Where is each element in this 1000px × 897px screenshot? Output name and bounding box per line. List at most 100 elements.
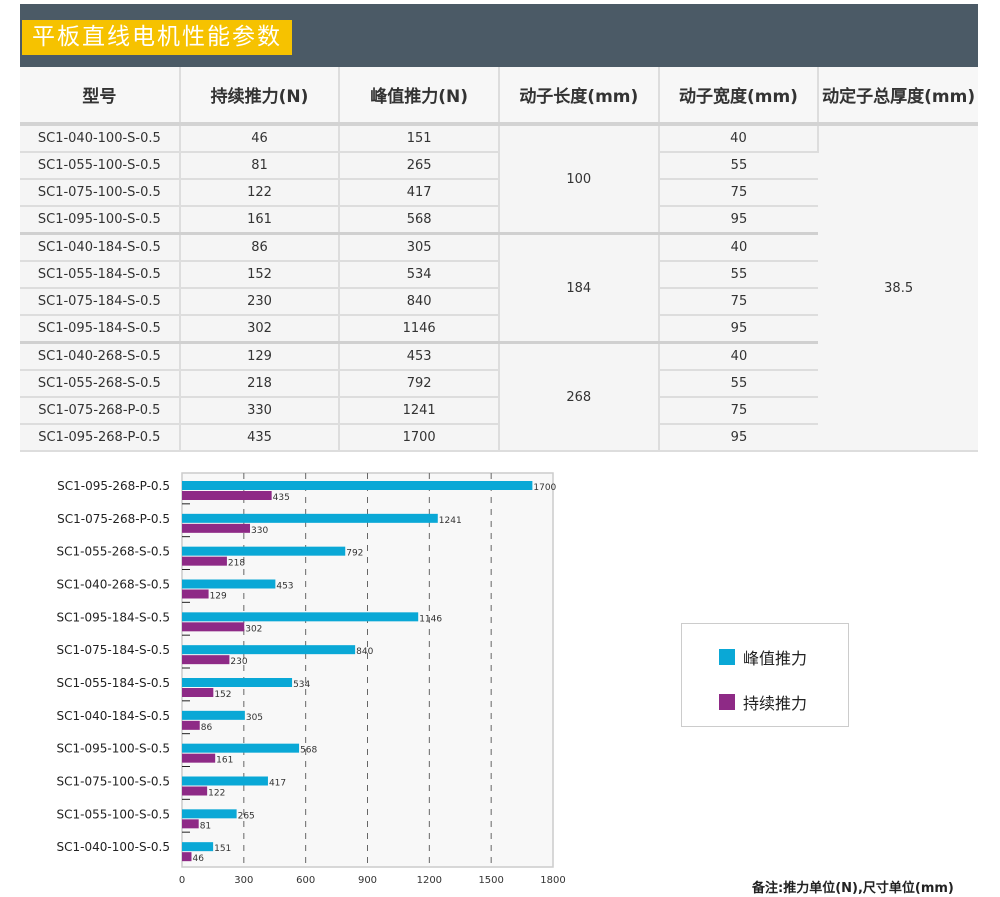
table-cell: 1241 — [339, 397, 500, 425]
table-cell: SC1-095-184-S-0.5 — [20, 315, 181, 344]
bar-peak — [182, 546, 346, 556]
legend-label: 峰值推力 — [743, 649, 808, 668]
bar-continuous — [182, 655, 230, 665]
category-label: SC1-095-184-S-0.5 — [57, 610, 170, 624]
table-row: SC1-040-268-S-0.5 129 453 268 40 — [20, 341, 978, 452]
data-label: 81 — [200, 821, 211, 831]
footnote: 备注:推力单位(N),尺寸单位(mm) — [752, 881, 954, 896]
bar-continuous — [182, 491, 272, 500]
data-label: 840 — [356, 647, 373, 657]
legend-item-peak: 峰值推力 — [719, 645, 807, 669]
table-cell: 95 — [658, 206, 819, 235]
bar-peak — [182, 513, 438, 523]
bar-continuous — [182, 622, 245, 632]
category-label: SC1-055-100-S-0.5 — [57, 807, 170, 821]
category-label: SC1-075-268-P-0.5 — [57, 512, 170, 526]
bar-peak — [182, 678, 293, 687]
table-row: SC1-075-100-S-0.5 122 417 75 — [20, 179, 978, 207]
category-label: SC1-040-184-S-0.5 — [57, 709, 170, 723]
table-cell: 86 — [179, 232, 341, 262]
data-label: 152 — [214, 690, 231, 700]
table-cell: 46 — [179, 124, 341, 153]
data-label: 46 — [192, 854, 204, 864]
table-cell: 75 — [658, 179, 819, 207]
data-label: 417 — [269, 779, 286, 789]
category-label: SC1-075-184-S-0.5 — [57, 643, 170, 657]
table-cell: 122 — [179, 179, 341, 207]
data-label: 302 — [245, 624, 262, 634]
table-row: SC1-040-100-S-0.5 46 151 100 40 38.5 — [20, 124, 978, 452]
x-tick-label: 1500 — [478, 875, 503, 886]
bar-continuous — [182, 523, 251, 533]
table-cell: 40 — [658, 124, 820, 153]
bar-continuous — [182, 589, 209, 599]
table-cell: 453 — [339, 341, 500, 371]
table-cell: 840 — [339, 288, 500, 316]
bar-continuous — [182, 786, 208, 796]
table-cell: 534 — [339, 261, 500, 289]
thrust-bar-chart: 0 300 600 900 1200 1500 1800 SC1-095-268-P-0.5 1… — [57, 472, 566, 886]
table-cell: 265 — [339, 152, 500, 180]
column-header: 动子长度(mm) — [498, 67, 660, 126]
table-row: SC1-095-268-P-0.5 435 1700 95 — [20, 424, 978, 452]
bar-peak — [182, 809, 237, 819]
table-cell: SC1-055-268-S-0.5 — [20, 370, 181, 398]
table-cell: SC1-095-100-S-0.5 — [20, 206, 181, 235]
category-label: SC1-055-184-S-0.5 — [57, 676, 170, 690]
x-tick-label: 600 — [296, 875, 315, 886]
bar-continuous — [182, 753, 216, 763]
x-tick-label: 0 — [179, 875, 185, 886]
table-cell: 417 — [339, 179, 500, 207]
bar-peak — [182, 743, 300, 753]
table-row: SC1-055-184-S-0.5 152 534 55 — [20, 261, 978, 289]
table-cell: 95 — [658, 315, 819, 344]
column-header: 动子宽度(mm) — [658, 67, 820, 126]
table-row: SC1-095-100-S-0.5 161 568 95 — [20, 206, 978, 235]
table-row: SC1-055-268-S-0.5 218 792 55 — [20, 370, 978, 398]
table-cell: 230 — [179, 288, 341, 316]
data-label: 1146 — [419, 614, 442, 624]
bar-peak — [182, 842, 214, 852]
data-label: 151 — [214, 844, 231, 854]
bar-peak — [182, 612, 419, 622]
table-cell: 55 — [658, 152, 819, 180]
data-label: 1700 — [533, 483, 556, 493]
table-cell: 302 — [179, 315, 341, 344]
table-cell: 268 — [498, 341, 660, 452]
legend-item-continuous: 持续推力 — [719, 690, 807, 714]
column-header: 型号 — [20, 67, 181, 126]
table-cell: 75 — [658, 397, 819, 425]
chart-legend: 峰值推力 持续推力 — [681, 623, 849, 727]
legend-label: 持续推力 — [743, 694, 808, 713]
table-cell: 568 — [339, 206, 500, 235]
bar-continuous — [182, 819, 199, 829]
table-cell: 55 — [658, 261, 819, 289]
table-cell: SC1-055-100-S-0.5 — [20, 152, 181, 180]
bar-continuous — [182, 852, 192, 862]
category-label: SC1-040-268-S-0.5 — [57, 578, 170, 592]
bar-peak — [182, 776, 268, 786]
table-cell: 151 — [339, 124, 500, 153]
table-cell: 330 — [179, 397, 341, 425]
x-tick-label: 300 — [234, 875, 253, 886]
data-label: 435 — [273, 493, 290, 503]
data-label: 330 — [251, 526, 268, 536]
table-cell: 305 — [339, 232, 500, 262]
x-tick-label: 900 — [358, 875, 377, 886]
table-cell: 81 — [179, 152, 341, 180]
table-cell: 161 — [179, 206, 341, 235]
data-label: 568 — [300, 746, 317, 756]
table-row: SC1-040-184-S-0.5 86 305 184 40 — [20, 232, 978, 344]
column-header: 动定子总厚度(mm) — [818, 67, 978, 126]
x-tick-label: 1800 — [540, 875, 565, 886]
table-cell: SC1-075-268-P-0.5 — [20, 397, 181, 425]
bar-continuous — [182, 688, 214, 697]
table-cell: SC1-040-268-S-0.5 — [20, 341, 181, 371]
legend-swatch — [719, 649, 735, 665]
table-cell: SC1-095-268-P-0.5 — [20, 424, 181, 452]
bar-peak — [182, 579, 276, 589]
data-label: 129 — [210, 592, 227, 602]
table-cell: 55 — [658, 370, 819, 398]
data-label: 534 — [293, 680, 310, 690]
data-label: 1241 — [439, 516, 462, 526]
